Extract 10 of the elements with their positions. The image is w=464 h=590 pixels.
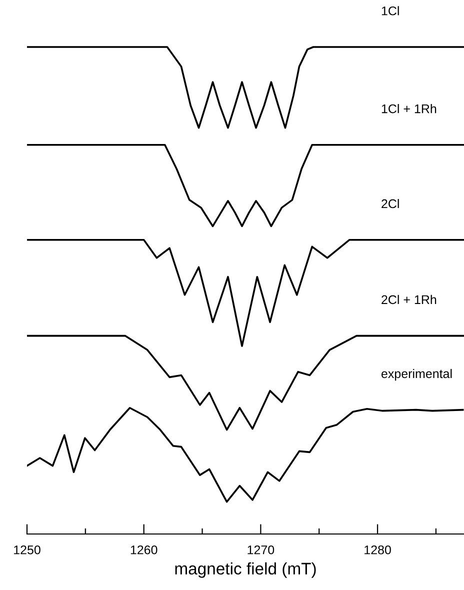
x-tick-label: 1270 [248,545,274,554]
x-tick-label: 1280 [364,545,391,554]
x-tick-label: 1260 [130,545,158,554]
text: 2Cl + 1Rh [382,294,436,304]
text: experimental [382,368,452,381]
text: 1Cl [382,6,399,16]
x-axis-title: magnetic field (mT) [175,562,316,578]
text: 1Cl + 1Rh [382,104,436,114]
text: 2Cl [382,198,399,208]
x-tick-label: 1250 [14,545,40,554]
